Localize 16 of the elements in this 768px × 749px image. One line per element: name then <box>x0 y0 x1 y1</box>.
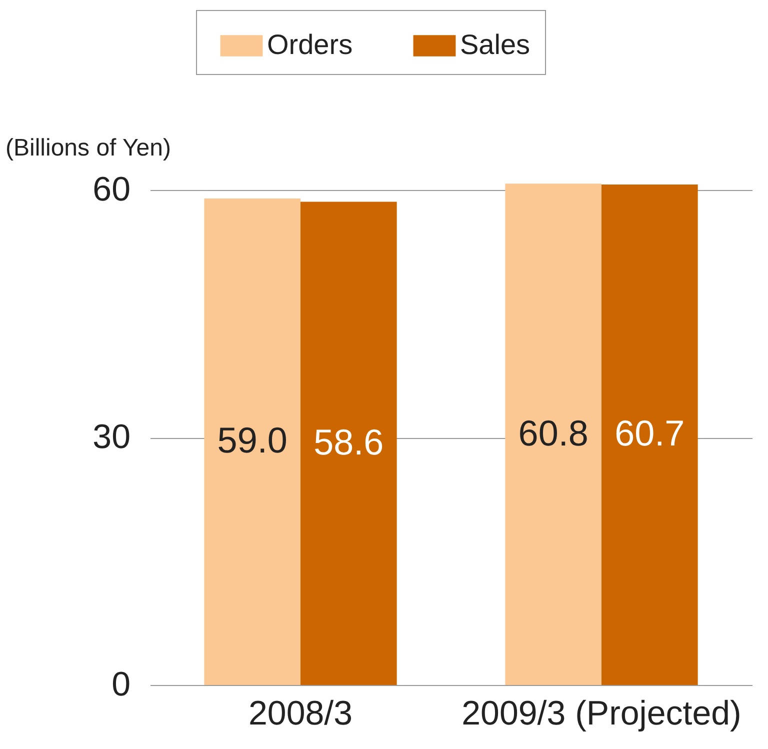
x-tick-label: 2009/3 (Projected) <box>462 694 742 732</box>
data-label: 59.0 <box>217 420 288 461</box>
y-tick-label: 30 <box>92 418 130 456</box>
legend-label: Sales <box>460 28 530 60</box>
y-tick-label: 0 <box>112 666 130 704</box>
legend-label: Orders <box>267 28 353 60</box>
y-axis-title: (Billions of Yen) <box>6 134 171 162</box>
bar <box>204 198 300 685</box>
data-label: 58.6 <box>314 421 384 462</box>
bar <box>505 184 602 685</box>
bar <box>602 184 698 685</box>
x-tick-label: 2008/3 <box>248 694 352 732</box>
y-tick-label: 60 <box>92 170 130 209</box>
data-label: 60.8 <box>518 412 588 454</box>
bar <box>300 202 397 685</box>
data-label: 60.7 <box>614 412 685 454</box>
